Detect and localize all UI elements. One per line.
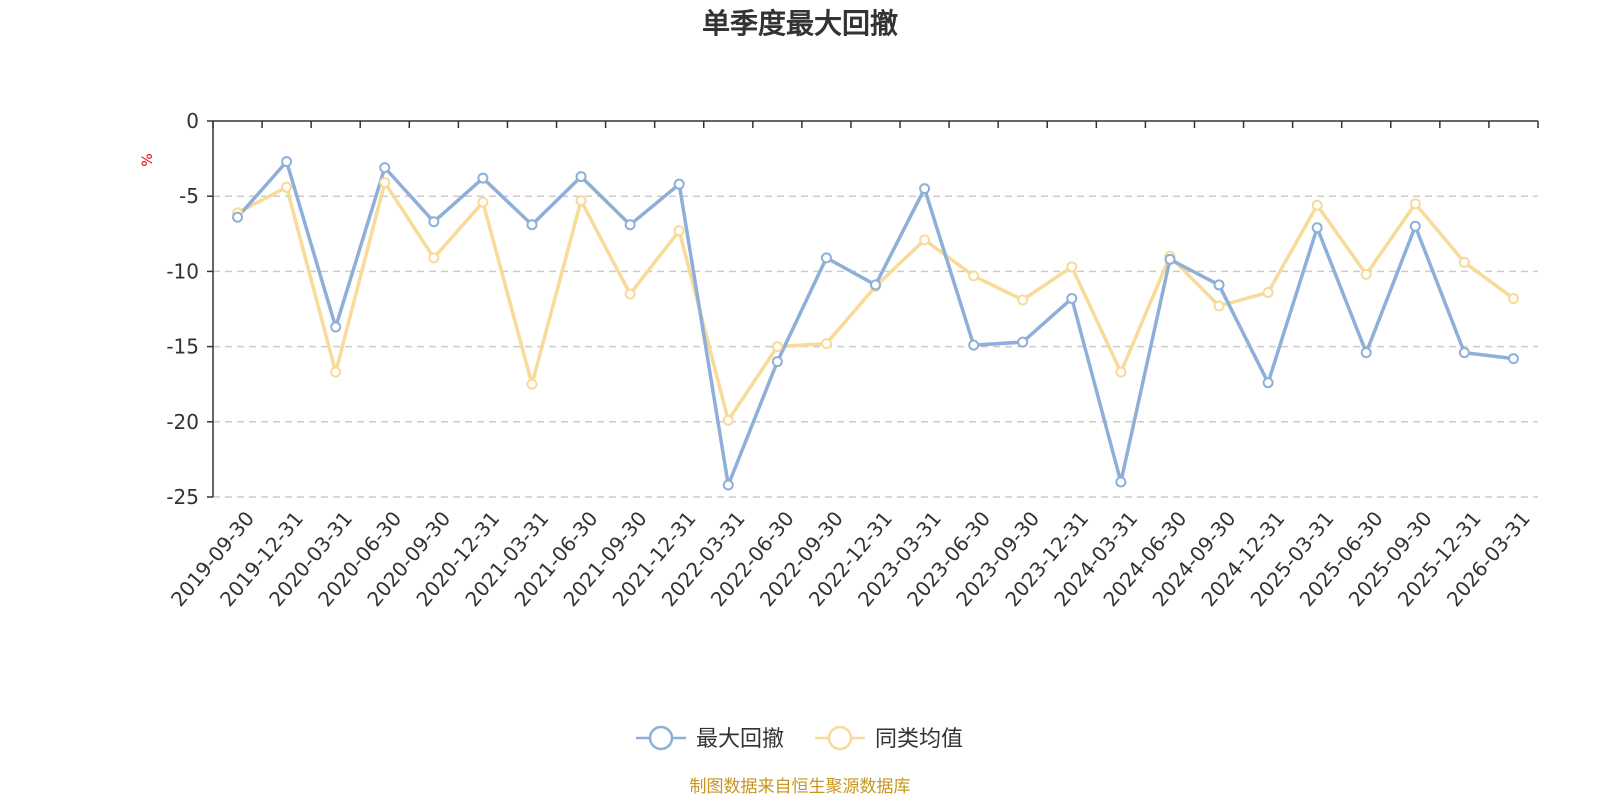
data-point[interactable] <box>771 341 783 353</box>
data-point[interactable] <box>722 414 734 426</box>
legend-marker <box>827 725 853 751</box>
data-point[interactable] <box>870 279 881 291</box>
axes: 0-5-10-15-20-252019-09-302019-12-312020-… <box>166 109 1539 611</box>
data-point[interactable] <box>1409 220 1421 232</box>
data-point[interactable] <box>232 211 244 223</box>
data-point[interactable] <box>1213 279 1225 291</box>
data-point[interactable] <box>1507 292 1519 304</box>
data-point[interactable] <box>1164 253 1176 265</box>
data-point[interactable] <box>722 479 734 491</box>
data-point[interactable] <box>1262 286 1274 298</box>
data-source-note: 制图数据来自恒生聚源数据库 <box>690 777 911 797</box>
data-point[interactable] <box>526 219 538 231</box>
data-point[interactable] <box>428 252 440 264</box>
y-tick-label: -15 <box>166 335 199 359</box>
data-point[interactable] <box>968 339 980 351</box>
data-point[interactable] <box>624 288 636 300</box>
data-point[interactable] <box>330 366 342 378</box>
data-point[interactable] <box>330 321 342 333</box>
legend-label: 同类均值 <box>875 727 963 752</box>
legend-item-0[interactable]: 最大回撤 <box>636 725 784 752</box>
data-point[interactable] <box>820 338 832 350</box>
grid <box>213 195 1538 498</box>
data-point[interactable] <box>428 216 440 228</box>
data-point[interactable] <box>1409 198 1421 210</box>
data-point[interactable] <box>281 181 293 193</box>
data-point[interactable] <box>1458 347 1470 359</box>
data-point[interactable] <box>820 252 832 264</box>
legend-label: 最大回撤 <box>696 727 784 752</box>
y-tick-label: -5 <box>179 184 199 208</box>
data-point[interactable] <box>673 178 685 190</box>
data-point[interactable] <box>624 219 636 231</box>
data-point[interactable] <box>673 225 685 237</box>
data-point[interactable] <box>968 270 980 282</box>
data-point[interactable] <box>771 356 783 368</box>
data-point[interactable] <box>1115 476 1127 488</box>
legend-item-1[interactable]: 同类均值 <box>815 725 963 752</box>
data-point[interactable] <box>1311 199 1323 211</box>
data-point[interactable] <box>1311 222 1323 234</box>
data-point[interactable] <box>1066 261 1078 273</box>
data-point[interactable] <box>379 177 391 189</box>
data-point[interactable] <box>281 156 293 168</box>
data-point[interactable] <box>477 196 489 208</box>
data-point[interactable] <box>1360 347 1372 359</box>
y-tick-label: -20 <box>166 410 199 434</box>
data-point[interactable] <box>1213 300 1225 312</box>
data-point[interactable] <box>919 183 931 195</box>
data-point[interactable] <box>1066 292 1078 304</box>
series <box>232 156 1519 491</box>
data-point[interactable] <box>1262 377 1274 389</box>
data-point[interactable] <box>575 195 587 207</box>
data-point[interactable] <box>526 378 538 390</box>
data-point[interactable] <box>1017 294 1029 306</box>
chart-title: 单季度最大回撤 <box>702 7 898 40</box>
data-point[interactable] <box>1115 366 1127 378</box>
data-point[interactable] <box>379 162 391 174</box>
data-point[interactable] <box>1458 256 1470 268</box>
data-point[interactable] <box>477 172 489 184</box>
y-tick-label: 0 <box>186 109 199 133</box>
data-point[interactable] <box>919 234 931 246</box>
legend-marker <box>648 725 674 751</box>
data-point[interactable] <box>575 171 587 183</box>
y-tick-label: -25 <box>166 485 199 509</box>
y-axis-unit: % <box>140 153 156 166</box>
data-point[interactable] <box>1507 353 1519 365</box>
y-tick-label: -10 <box>166 259 199 283</box>
legend[interactable]: 最大回撤 同类均值 <box>636 725 963 752</box>
data-point[interactable] <box>1360 268 1372 280</box>
data-point[interactable] <box>1017 336 1029 348</box>
